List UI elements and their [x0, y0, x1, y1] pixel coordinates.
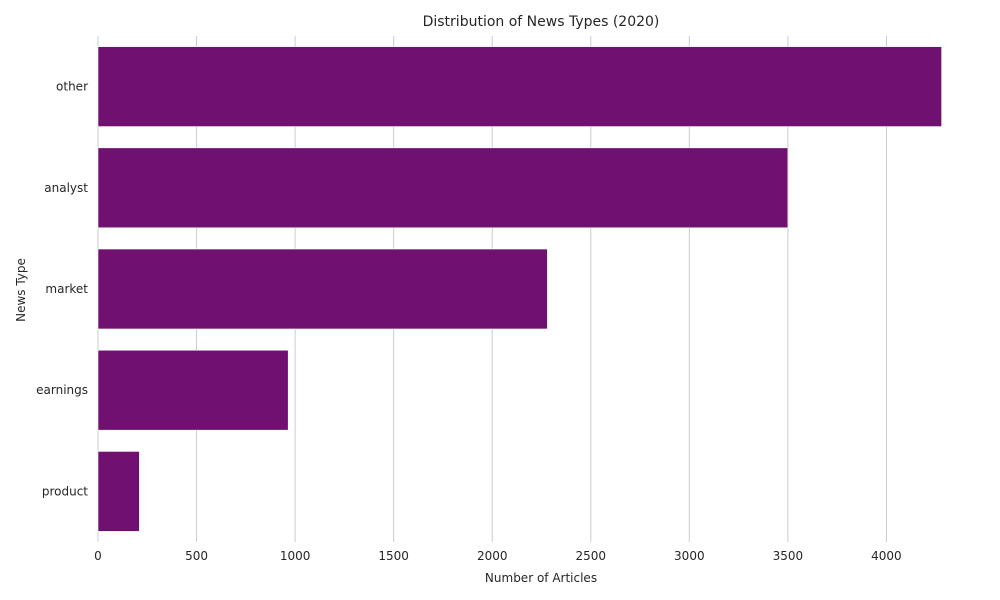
x-tick-label: 3500: [773, 549, 804, 563]
bars-layer: [97, 46, 942, 532]
y-tick-label-analyst: analyst: [44, 181, 88, 195]
y-tick-label-other: other: [56, 80, 88, 94]
y-tick-label-earnings: earnings: [36, 383, 88, 397]
x-tick-label: 500: [185, 549, 208, 563]
x-tick-label: 1500: [378, 549, 409, 563]
x-axis-label: Number of Articles: [485, 571, 597, 585]
x-tick-label: 3000: [674, 549, 705, 563]
y-axis-label: News Type: [14, 258, 28, 322]
x-tick-label: 0: [94, 549, 102, 563]
bar-earnings: [97, 349, 289, 431]
chart-title: Distribution of News Types (2020): [423, 14, 660, 30]
bar-product: [97, 451, 140, 532]
bar-other: [97, 46, 942, 127]
x-tick-label: 4000: [871, 549, 902, 563]
x-tick-label: 1000: [280, 549, 311, 563]
y-tick-label-market: market: [45, 282, 88, 296]
x-tick-label: 2500: [576, 549, 607, 563]
y-tick-label-product: product: [42, 484, 88, 498]
x-tick-label: 2000: [477, 549, 508, 563]
ticks-layer: 0 500 1000 1500 2000 2500 3000 3500 4000 other ana…: [36, 80, 902, 563]
bar-market: [97, 248, 548, 330]
bar-analyst: [97, 147, 789, 229]
